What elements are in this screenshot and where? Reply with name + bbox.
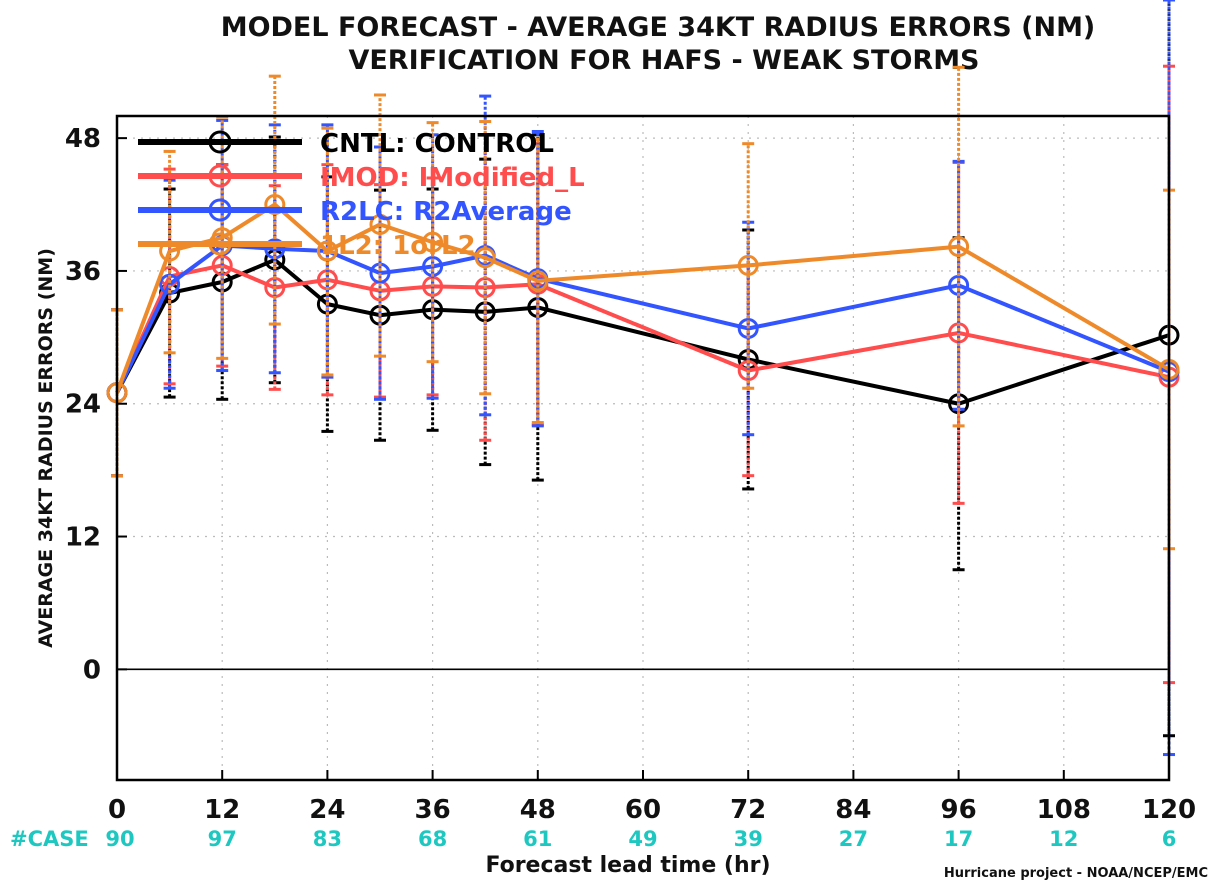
legend: CNTL: CONTROL IMOD: IModified_L R2LC: R2Av… — [138, 129, 585, 261]
axes: 0 12 24 36 48 60 72 84 96 108 120 0 12 24 36 48 — [65, 124, 1196, 825]
legend-marker — [208, 198, 232, 222]
series-2 — [106, 0, 1180, 757]
y-tick-label: 12 — [65, 523, 101, 553]
case-count: 17 — [944, 827, 973, 851]
case-count: 39 — [734, 827, 763, 851]
case-count: 68 — [418, 827, 447, 851]
series-layer — [106, 0, 1180, 757]
x-tick-label: 120 — [1142, 795, 1196, 825]
x-tick-label: 72 — [730, 795, 766, 825]
x-tick-label: 24 — [309, 795, 345, 825]
legend-label: CNTL: CONTROL — [320, 129, 554, 159]
grid — [117, 116, 1169, 780]
legend-label: R2LC: R2Average — [320, 197, 572, 227]
legend-marker — [208, 164, 232, 188]
x-tick-label: 96 — [941, 795, 977, 825]
case-count: 97 — [208, 827, 237, 851]
x-tick-label: 84 — [835, 795, 871, 825]
legend-label: IMOD: IModified_L — [320, 163, 585, 193]
legend-marker — [208, 130, 232, 154]
y-tick-label: 48 — [65, 124, 101, 154]
data-point — [474, 247, 496, 269]
y-axis-label: AVERAGE 34KT RADIUS ERRORS (NM) — [35, 248, 57, 648]
series-0 — [106, 0, 1180, 738]
chart-title: MODEL FORECAST - AVERAGE 34KT RADIUS ERR… — [221, 12, 1096, 43]
data-point — [527, 270, 549, 292]
x-tick-label: 60 — [625, 795, 661, 825]
case-count: 83 — [313, 827, 342, 851]
legend-label: 1L2: 1orL2 — [320, 231, 476, 261]
x-tick-label: 48 — [520, 795, 556, 825]
y-tick-label: 36 — [65, 257, 101, 287]
data-point — [422, 231, 444, 253]
x-tick-label: 12 — [204, 795, 240, 825]
data-point — [264, 194, 286, 216]
case-count: 61 — [523, 827, 552, 851]
credit-text: Hurricane project - NOAA/NCEP/EMC — [944, 866, 1208, 881]
series-1 — [106, 64, 1180, 685]
case-count: 49 — [628, 827, 657, 851]
x-axis-label: Forecast lead time (hr) — [485, 853, 770, 878]
data-point — [316, 240, 338, 262]
case-count-row: #CASE 90 97 83 68 61 49 39 27 17 12 6 — [10, 827, 1176, 851]
x-tick-label: 36 — [415, 795, 451, 825]
case-count: 27 — [839, 827, 868, 851]
case-count: 6 — [1162, 827, 1177, 851]
y-tick-label: 24 — [65, 390, 101, 420]
case-label: #CASE — [10, 827, 89, 851]
x-tick-label: 0 — [108, 795, 126, 825]
data-point — [369, 213, 391, 235]
x-tick-label: 108 — [1037, 795, 1091, 825]
data-point — [948, 236, 970, 258]
chart-subtitle: VERIFICATION FOR HAFS - WEAK STORMS — [348, 45, 979, 76]
legend-marker — [208, 232, 232, 256]
data-point — [737, 254, 759, 276]
case-count: 12 — [1049, 827, 1078, 851]
y-tick-label: 0 — [83, 655, 101, 685]
case-count: 90 — [105, 827, 134, 851]
